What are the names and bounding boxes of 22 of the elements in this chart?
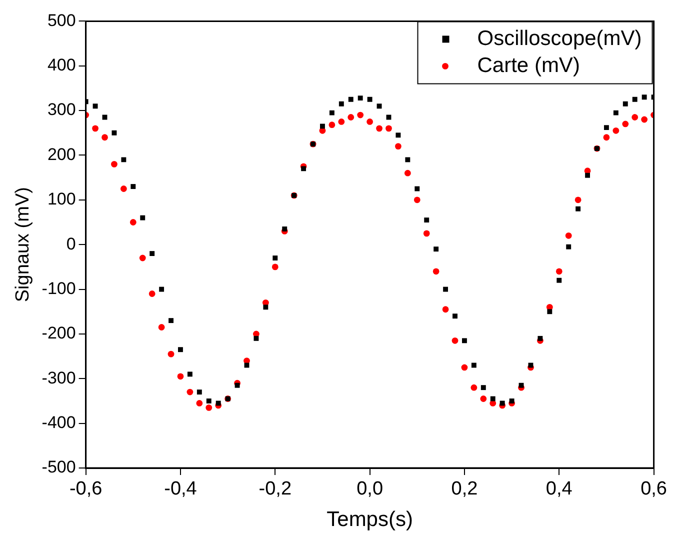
x-axis-title: Temps(s) — [326, 508, 413, 532]
y-tick-label: 400 — [47, 56, 76, 75]
legend-label: Oscilloscope(mV) — [477, 26, 642, 50]
legend-label: Carte (mV) — [477, 54, 580, 77]
y-tick-label: 0 — [66, 234, 76, 254]
y-tick-label: -300 — [42, 368, 76, 388]
x-tick-label: 0,6 — [640, 478, 668, 500]
x-tick-label: -0,2 — [258, 478, 292, 500]
x-tick-label: 0,0 — [356, 478, 384, 500]
y-tick-label: 300 — [47, 100, 76, 120]
y-tick-label: -200 — [42, 324, 76, 343]
y-tick-label: -400 — [42, 413, 76, 432]
x-tick-label: 0,4 — [546, 478, 573, 500]
y-axis-title: Signaux (mV) — [12, 187, 34, 302]
x-tick-label: -0,4 — [164, 478, 198, 500]
y-tick-label: -500 — [42, 458, 76, 477]
y-tick-label: 100 — [47, 190, 76, 209]
y-tick-label: 200 — [47, 144, 76, 164]
x-tick-label: -0,6 — [69, 478, 102, 500]
x-tick-label: 0,2 — [451, 478, 478, 500]
y-tick-label: 500 — [47, 10, 76, 30]
y-tick-label: -100 — [42, 278, 76, 298]
